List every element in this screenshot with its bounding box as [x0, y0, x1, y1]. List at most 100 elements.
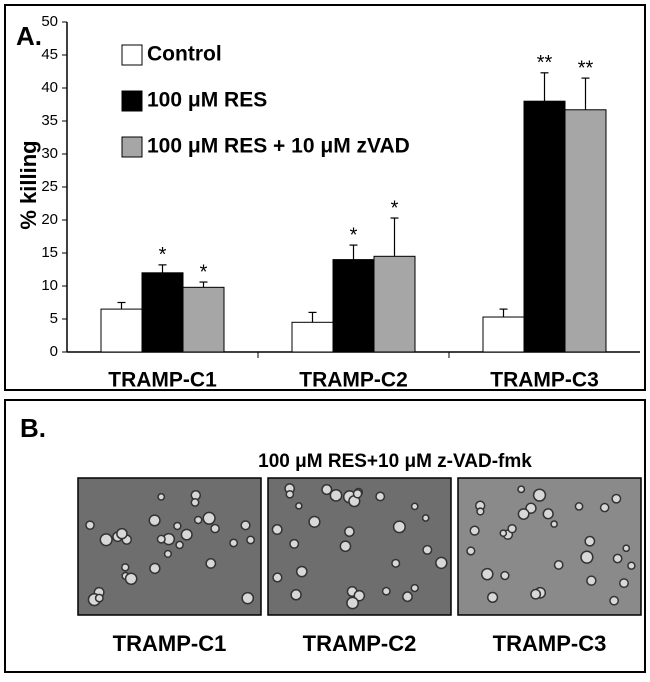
cell	[580, 550, 594, 564]
cell	[480, 567, 494, 581]
cell	[124, 572, 138, 586]
cell	[271, 524, 283, 536]
legend-label: 100 μM RES + 10 μM zVAD	[147, 135, 410, 158]
y-tick-label: 35	[41, 112, 58, 129]
y-tick-label: 45	[41, 46, 58, 63]
panel-label: A.	[16, 21, 42, 51]
cell	[410, 502, 419, 511]
cell	[486, 591, 499, 603]
cell	[148, 514, 161, 527]
cell	[85, 520, 95, 530]
bar	[564, 109, 607, 353]
significance-marker: *	[350, 224, 358, 246]
cell	[391, 558, 401, 568]
cell	[422, 544, 433, 555]
legend-label: 100 μM RES	[147, 89, 267, 112]
bar	[482, 316, 525, 353]
cell	[240, 520, 251, 531]
cell	[410, 583, 419, 593]
cell	[611, 493, 622, 504]
cell	[180, 528, 193, 541]
cell	[550, 520, 558, 528]
cell	[205, 558, 217, 569]
significance-marker: *	[200, 261, 208, 283]
y-tick-label: 5	[50, 310, 58, 327]
cell	[156, 534, 166, 544]
y-tick-label: 25	[41, 178, 58, 195]
y-tick-label: 15	[41, 244, 58, 261]
cell	[346, 596, 359, 610]
cell	[329, 488, 343, 502]
cell	[466, 546, 476, 556]
y-tick-label: 30	[41, 145, 58, 162]
image-label: TRAMP-C3	[493, 631, 607, 656]
cell	[381, 586, 391, 596]
bar	[291, 321, 334, 353]
cell	[499, 529, 508, 538]
significance-marker: **	[537, 52, 553, 74]
significance-marker: **	[578, 57, 594, 79]
panel-b-frame	[4, 399, 646, 673]
image-label: TRAMP-C2	[303, 631, 417, 656]
cell	[507, 523, 517, 534]
cell	[321, 484, 333, 496]
bar	[141, 272, 184, 353]
cell	[476, 507, 485, 516]
cell	[116, 527, 128, 540]
cell	[173, 521, 182, 531]
micrograph	[77, 477, 262, 616]
cell	[308, 515, 321, 528]
y-tick-label: 0	[50, 343, 58, 360]
legend-swatch	[121, 44, 143, 66]
significance-marker: *	[159, 244, 167, 266]
cell	[163, 549, 172, 558]
cell	[553, 560, 564, 570]
y-tick-label: 10	[41, 277, 58, 294]
cell	[229, 538, 239, 548]
y-tick-label: 40	[41, 79, 58, 96]
bar	[373, 255, 416, 353]
bar	[100, 308, 143, 353]
cell	[622, 544, 631, 553]
cell	[272, 572, 283, 583]
cell	[295, 565, 308, 578]
cell	[599, 502, 610, 513]
bar	[332, 259, 375, 353]
legend-swatch	[121, 136, 143, 158]
cell	[285, 489, 295, 499]
panel-title: 100 μM RES+10 μM z-VAD-fmk	[258, 451, 532, 472]
cell	[202, 511, 216, 525]
x-tick-label: TRAMP-C2	[299, 369, 408, 392]
cell	[609, 595, 620, 606]
image-label: TRAMP-C1	[113, 631, 227, 656]
y-tick-label: 50	[41, 13, 58, 30]
cell	[421, 514, 430, 522]
cell	[618, 578, 629, 589]
cell	[121, 563, 130, 572]
cell	[627, 561, 636, 570]
cell	[392, 520, 406, 534]
cell	[402, 591, 413, 603]
legend-swatch	[121, 90, 143, 112]
cell	[584, 535, 596, 547]
cell	[193, 515, 203, 525]
cell	[542, 508, 554, 520]
cell	[175, 540, 184, 550]
cell	[157, 493, 166, 501]
bar	[182, 286, 225, 353]
cell	[375, 491, 386, 502]
x-tick-label: TRAMP-C1	[108, 369, 217, 392]
cell	[530, 588, 542, 600]
cell	[612, 553, 623, 564]
cell	[532, 488, 547, 502]
cell	[352, 488, 363, 499]
cell	[190, 498, 200, 507]
cell	[469, 525, 480, 536]
bar	[523, 100, 566, 353]
cell	[210, 523, 220, 534]
y-axis-label: % killing	[16, 140, 41, 229]
significance-marker: *	[391, 197, 399, 219]
cell	[353, 589, 366, 602]
cell	[246, 535, 256, 545]
